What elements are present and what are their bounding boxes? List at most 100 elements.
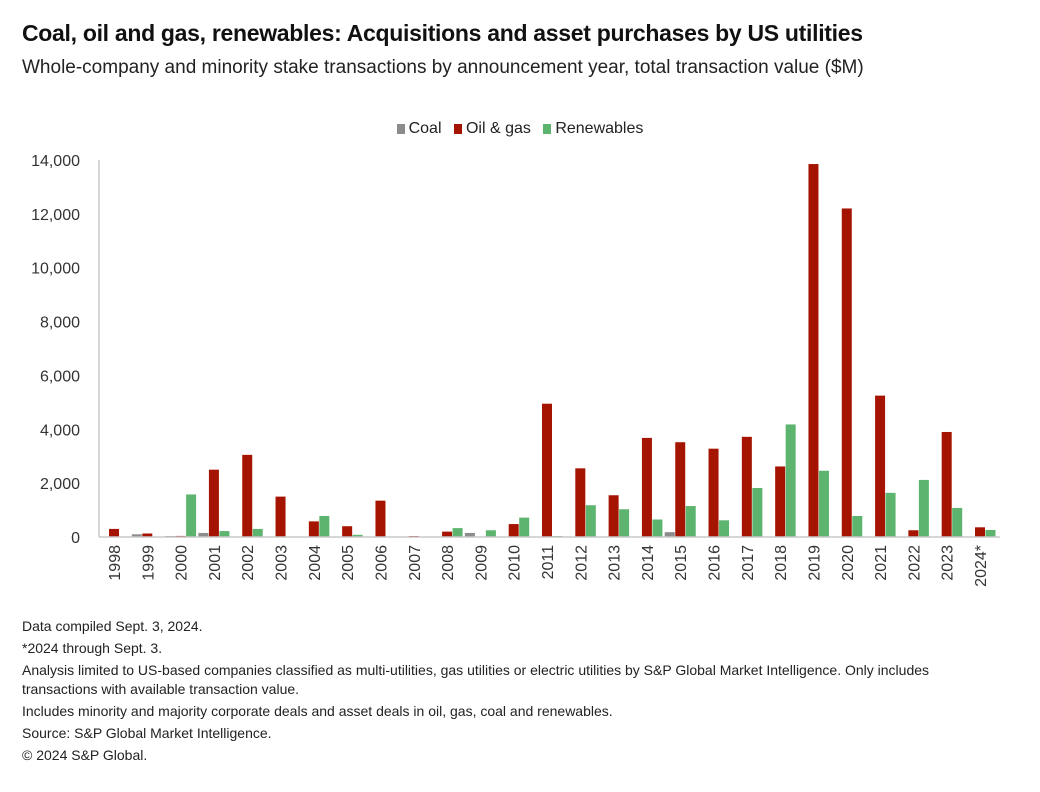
x-tick-label: 2024* [973, 545, 990, 587]
bar-oil-gas-2017 [741, 436, 752, 537]
bar-renewables-2014 [652, 519, 663, 537]
x-tick-label: 2008 [440, 545, 457, 581]
bar-oil-gas-2011 [542, 403, 552, 537]
x-tick-label: 2021 [873, 545, 890, 581]
bar-oil-gas-1999 [142, 533, 153, 537]
chart-title: Coal, oil and gas, renewables: Acquisiti… [22, 20, 863, 46]
y-tick-label: 8,000 [40, 315, 80, 332]
x-tick-label: 2020 [840, 545, 857, 581]
x-tick-label: 2007 [407, 545, 424, 581]
y-tick-label: 10,000 [31, 261, 80, 278]
bar-renewables-2015 [685, 506, 696, 537]
x-tick-label: 2019 [806, 545, 823, 581]
legend-swatch-oil-gas [453, 124, 462, 134]
bar-oil-gas-2008 [442, 531, 453, 537]
y-tick-label: 6,000 [40, 368, 80, 385]
bar-renewables-2012 [585, 505, 596, 537]
bar-renewables-2009 [485, 530, 496, 537]
bar-oil-gas-2005 [342, 526, 353, 537]
chart-subtitle: Whole-company and minority stake transac… [22, 57, 864, 78]
bar-oil-gas-2022 [908, 530, 919, 537]
bar-renewables-2019 [818, 470, 829, 537]
bar-renewables-2008 [452, 528, 463, 537]
bar-oil-gas-1998 [109, 528, 119, 537]
bar-renewables-2010 [519, 517, 530, 537]
x-tick-label: 2000 [174, 545, 191, 581]
legend-label-oil-gas: Oil & gas [465, 120, 531, 137]
note-deal-types: Includes minority and majority corporate… [22, 703, 613, 719]
bar-oil-gas-2019 [808, 164, 819, 537]
bar-oil-gas-2018 [775, 466, 786, 537]
x-tick-label: 2002 [240, 545, 257, 581]
bar-oil-gas-2004 [308, 521, 319, 537]
note-2024-footnote: *2024 through Sept. 3. [22, 640, 163, 656]
bar-oil-gas-2016 [708, 448, 719, 537]
bar-renewables-2023 [952, 507, 963, 537]
x-tick-label: 2004 [307, 545, 324, 581]
bar-renewables-2022 [918, 479, 929, 537]
bar-renewables-2005 [352, 534, 363, 537]
x-tick-label: 2022 [906, 545, 923, 581]
x-tick-label: 2018 [773, 545, 790, 581]
bar-oil-gas-2015 [675, 442, 686, 537]
x-tick-label: 2014 [640, 545, 657, 581]
bar-coal-2001 [198, 532, 209, 537]
x-tick-label: 2015 [673, 545, 690, 581]
x-tick-label: 1998 [107, 545, 124, 581]
bar-oil-gas-2003 [275, 496, 286, 537]
x-tick-label: 2010 [507, 545, 524, 581]
legend-item-coal: Coal [396, 120, 442, 138]
chart-notes: Data compiled Sept. 3, 2024. *2024 throu… [22, 617, 1002, 765]
note-copyright: © 2024 S&P Global. [22, 747, 148, 763]
bar-renewables-2000 [186, 494, 197, 537]
x-tick-label: 2009 [473, 545, 490, 581]
legend-label-renewables: Renewables [555, 120, 644, 137]
bar-chart: 0 2,000 4,000 6,000 8,000 10,000 12,000 14,000 1… [31, 153, 1000, 587]
y-tick-label: 2,000 [40, 476, 80, 493]
bar-coal-1999 [131, 534, 142, 537]
x-tick-label: 2003 [274, 545, 291, 581]
bar-renewables-2013 [619, 509, 630, 537]
x-tick-label: 2001 [207, 545, 224, 581]
bar-renewables-2004 [319, 515, 330, 537]
x-tick-label: 2012 [573, 545, 590, 581]
x-tick-label: 1999 [140, 545, 157, 581]
y-tick-label: 4,000 [40, 422, 80, 439]
bar-oil-gas-2012 [575, 468, 586, 537]
y-tick-label: 12,000 [31, 207, 80, 224]
chart-legend: Coal Oil & gas Renewables [0, 120, 1040, 139]
bar-renewables-2016 [719, 520, 730, 537]
bar-oil-gas-2006 [375, 500, 386, 537]
bar-oil-gas-2023 [941, 431, 952, 537]
x-tick-label: 2017 [740, 545, 757, 581]
y-tick-label: 0 [71, 530, 80, 547]
bar-renewables-2018 [785, 424, 796, 537]
note-analysis-scope: Analysis limited to US-based companies c… [22, 662, 930, 697]
bar-renewables-2021 [885, 492, 896, 537]
bar-oil-gas-2024 [975, 527, 985, 537]
bar-renewables-2002 [252, 528, 263, 537]
bar-coal-2015 [664, 532, 675, 537]
x-tick-label: 2016 [707, 545, 724, 581]
note-source: Source: S&P Global Market Intelligence. [22, 725, 272, 741]
bar-renewables-2024 [985, 529, 996, 537]
x-tick-label: 2006 [373, 545, 390, 581]
x-tick-label: 2023 [940, 545, 957, 581]
bar-oil-gas-2013 [608, 495, 619, 537]
legend-item-oil-gas: Oil & gas [453, 120, 531, 138]
bar-coal-2009 [464, 532, 475, 537]
x-tick-label: 2011 [540, 545, 557, 580]
y-tick-label: 14,000 [31, 153, 80, 170]
bar-renewables-2020 [852, 515, 863, 537]
x-tick-label: 2013 [607, 545, 624, 581]
bar-oil-gas-2002 [242, 454, 253, 537]
bar-oil-gas-2010 [508, 524, 519, 537]
bar-oil-gas-2001 [208, 469, 219, 537]
bar-oil-gas-2014 [641, 437, 652, 537]
legend-item-renewables: Renewables [543, 120, 643, 138]
legend-swatch-coal [396, 124, 405, 134]
bar-renewables-2017 [752, 487, 763, 537]
bar-oil-gas-2020 [841, 208, 852, 537]
x-tick-label: 2005 [340, 545, 357, 581]
bar-oil-gas-2021 [875, 395, 886, 537]
